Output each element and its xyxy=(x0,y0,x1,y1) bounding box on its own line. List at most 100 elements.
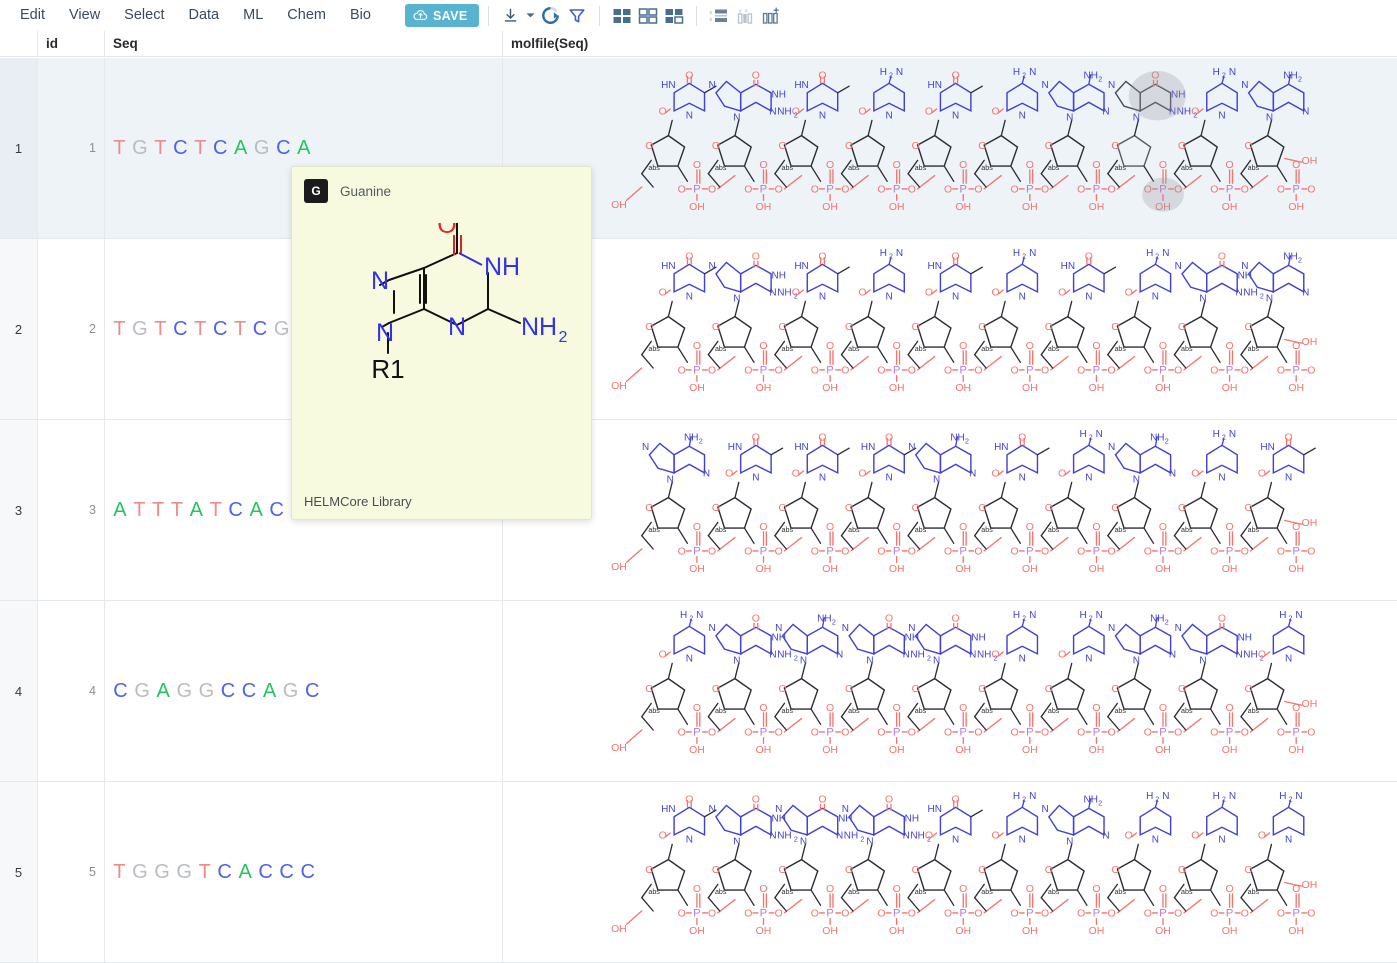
base-C[interactable]: C xyxy=(241,679,257,702)
base-G[interactable]: G xyxy=(176,860,192,883)
base-C[interactable]: C xyxy=(173,136,188,159)
base-T[interactable]: T xyxy=(209,498,222,521)
grid-outline-icon[interactable] xyxy=(635,3,661,29)
grid-filled-icon[interactable] xyxy=(609,3,635,29)
chevron-down-icon[interactable] xyxy=(524,3,538,29)
cell-row-number[interactable]: 4 xyxy=(0,601,38,781)
svg-text:NH: NH xyxy=(777,831,791,842)
base-A[interactable]: A xyxy=(113,498,127,521)
table-row[interactable]: 22TGTCTCTCGAOHOabsPOOHOOHNOONOabsPOOHOOO… xyxy=(0,239,1397,420)
funnel-icon[interactable] xyxy=(564,3,590,29)
form-rows-icon[interactable]: x x xyxy=(706,3,732,29)
base-G[interactable]: G xyxy=(132,860,148,883)
base-A[interactable]: A xyxy=(233,136,248,159)
base-G[interactable]: G xyxy=(176,679,192,702)
cell-id[interactable]: 3 xyxy=(38,420,105,600)
bar-chart-icon[interactable]: x x xyxy=(732,3,758,29)
base-A[interactable]: A xyxy=(238,860,252,883)
base-C[interactable]: C xyxy=(113,679,128,702)
base-A[interactable]: A xyxy=(189,498,204,521)
grid-header-id[interactable]: id xyxy=(38,31,105,57)
grid-header-corner[interactable] xyxy=(0,31,38,57)
base-T[interactable]: T xyxy=(154,136,167,159)
base-G[interactable]: G xyxy=(253,136,270,159)
base-A[interactable]: A xyxy=(297,136,311,159)
base-C[interactable]: C xyxy=(173,317,188,340)
svg-text:O: O xyxy=(1077,185,1085,196)
cell-molfile-structure[interactable]: OHOabsPOOHOONH2NNNOabsPOOHOOHNOONOabsPOO… xyxy=(503,420,1397,600)
cell-id[interactable]: 2 xyxy=(38,239,105,419)
base-A[interactable]: A xyxy=(262,679,277,702)
base-C[interactable]: C xyxy=(258,860,273,883)
base-G[interactable]: G xyxy=(273,317,290,340)
cell-row-number[interactable]: 5 xyxy=(0,782,38,962)
cell-id[interactable]: 4 xyxy=(38,601,105,781)
base-T[interactable]: T xyxy=(194,317,207,340)
download-icon[interactable] xyxy=(498,3,524,29)
table-row[interactable]: 33ATTTATCACTOHOabsPOOHOONH2NNNOabsPOOHOO… xyxy=(0,420,1397,601)
menu-item-view[interactable]: View xyxy=(69,7,101,23)
cell-row-number[interactable]: 3 xyxy=(0,420,38,600)
base-G[interactable]: G xyxy=(132,317,148,340)
save-button[interactable]: SAVE xyxy=(404,4,479,27)
menu-item-data[interactable]: Data xyxy=(188,7,220,23)
menu-item-select[interactable]: Select xyxy=(124,7,165,23)
svg-text:O: O xyxy=(712,503,720,514)
base-A[interactable]: A xyxy=(156,679,170,702)
base-C[interactable]: C xyxy=(220,679,236,702)
base-C[interactable]: C xyxy=(304,679,320,702)
base-T[interactable]: T xyxy=(133,498,146,521)
cell-row-number[interactable]: 2 xyxy=(0,239,38,419)
grid-header-seq[interactable]: Seq xyxy=(105,31,503,57)
base-G[interactable]: G xyxy=(282,679,299,702)
grid-mixed-icon[interactable] xyxy=(661,3,687,29)
menu-item-ml[interactable]: ML xyxy=(243,7,264,23)
base-T[interactable]: T xyxy=(198,860,211,883)
grid-header-molfile[interactable]: molfile(Seq) xyxy=(511,36,589,51)
base-G[interactable]: G xyxy=(132,136,148,159)
base-T[interactable]: T xyxy=(194,136,207,159)
base-C[interactable]: C xyxy=(228,498,243,521)
base-C[interactable]: C xyxy=(269,498,284,521)
base-T[interactable]: T xyxy=(113,136,126,159)
svg-text:O: O xyxy=(1178,503,1186,514)
svg-text:N: N xyxy=(1236,288,1243,299)
base-C[interactable]: C xyxy=(217,860,232,883)
cell-id[interactable]: 5 xyxy=(38,782,105,962)
base-T[interactable]: T xyxy=(154,317,167,340)
cell-row-number[interactable]: 1 xyxy=(0,58,38,238)
base-T[interactable]: T xyxy=(113,317,126,340)
add-column-icon[interactable] xyxy=(758,3,784,29)
base-C[interactable]: C xyxy=(279,860,294,883)
base-C[interactable]: C xyxy=(212,136,228,159)
base-C[interactable]: C xyxy=(300,860,315,883)
svg-text:N: N xyxy=(709,623,716,634)
base-T[interactable]: T xyxy=(113,860,126,883)
menu-item-bio[interactable]: Bio xyxy=(349,7,371,23)
base-C[interactable]: C xyxy=(252,317,268,340)
base-A[interactable]: A xyxy=(249,498,263,521)
base-C[interactable]: C xyxy=(276,136,291,159)
base-G[interactable]: G xyxy=(198,679,215,702)
base-T[interactable]: T xyxy=(233,317,247,340)
base-C[interactable]: C xyxy=(212,317,228,340)
cell-id[interactable]: 1 xyxy=(38,58,105,238)
svg-text:O: O xyxy=(1011,728,1019,739)
svg-text:HN: HN xyxy=(794,80,808,91)
circle-arrow-icon[interactable] xyxy=(538,3,564,29)
menu-item-edit[interactable]: Edit xyxy=(20,7,45,23)
base-G[interactable]: G xyxy=(154,860,170,883)
base-T[interactable]: T xyxy=(170,498,184,521)
menu-item-chem[interactable]: Chem xyxy=(287,7,326,23)
base-T[interactable]: T xyxy=(152,498,165,521)
base-G[interactable]: G xyxy=(134,679,150,702)
